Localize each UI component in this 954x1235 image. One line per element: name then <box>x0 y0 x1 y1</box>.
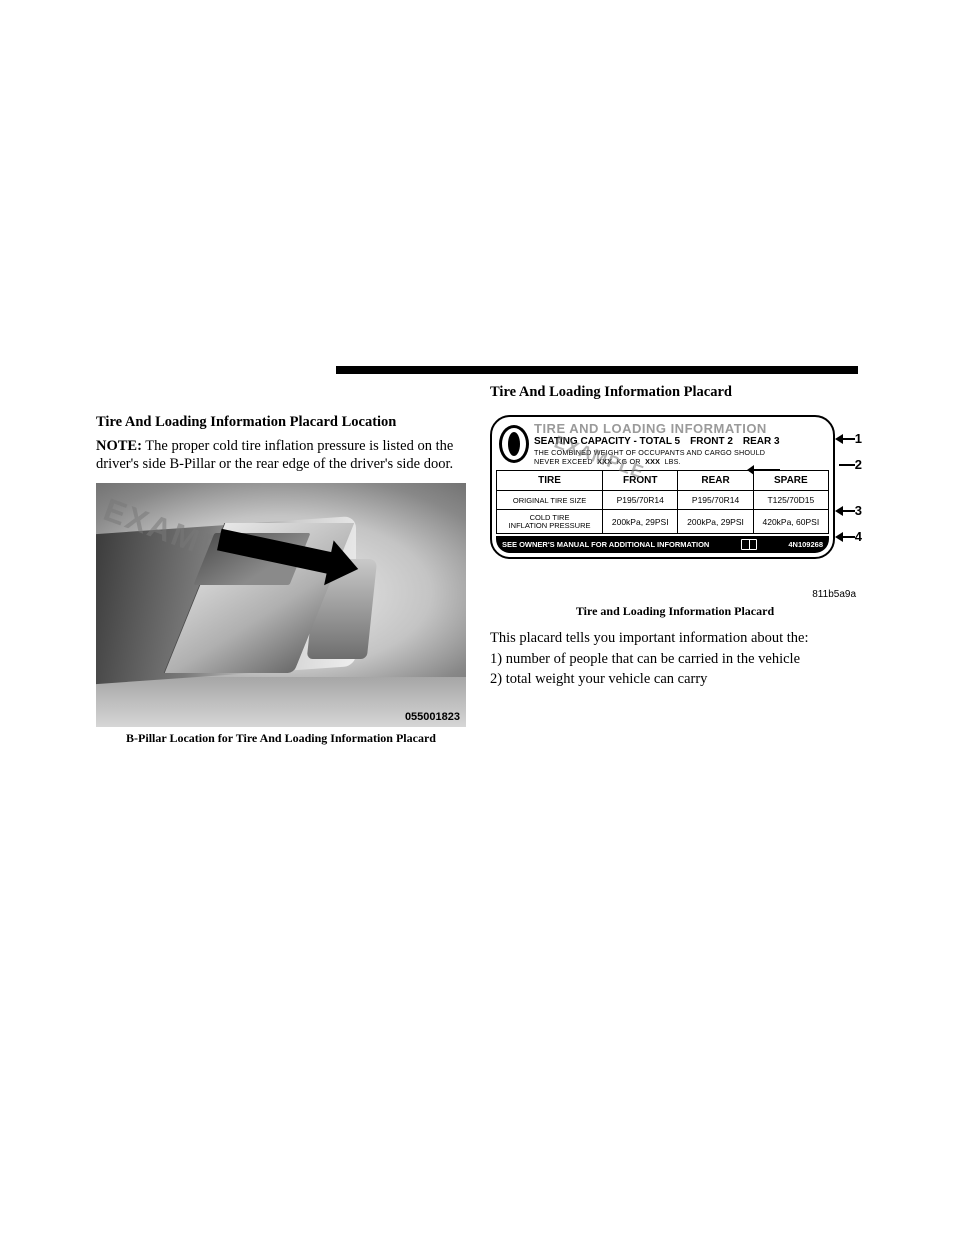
left-section-heading: Tire And Loading Information Placard Loc… <box>96 414 466 431</box>
table-row: COLD TIRE INFLATION PRESSURE 200kPa, 29P… <box>497 510 829 534</box>
combined-never: NEVER EXCEED <box>534 457 593 466</box>
placard-figure: EXAMPLE TIRE AND LOADING INFORMATION SEA… <box>490 407 860 587</box>
footer-manual-text: SEE OWNER'S MANUAL FOR ADDITIONAL INFORM… <box>502 540 709 549</box>
placard-outer: EXAMPLE TIRE AND LOADING INFORMATION SEA… <box>490 415 835 559</box>
book-icon <box>741 539 757 550</box>
cell-cold-label: COLD TIRE INFLATION PRESSURE <box>497 510 603 534</box>
cell-orig-label: ORIGINAL TIRE SIZE <box>497 491 603 510</box>
right-caption: Tire and Loading Information Placard <box>490 604 860 619</box>
leader-2: 2 <box>839 457 862 472</box>
cell-orig-rear: P195/70R14 <box>678 491 753 510</box>
placard-footer: SEE OWNER'S MANUAL FOR ADDITIONAL INFORM… <box>496 536 829 553</box>
info-para-1: 1) number of people that can be carried … <box>490 650 860 669</box>
header-divider <box>336 366 858 374</box>
left-column: Tire And Loading Information Placard Loc… <box>96 384 466 746</box>
leader-num-3: 3 <box>855 503 862 518</box>
seating-rear: REAR 3 <box>743 436 780 447</box>
leader-3: 3 <box>835 503 862 518</box>
placard-image-code: 811b5a9a <box>490 589 860 600</box>
two-column-content: Tire And Loading Information Placard Loc… <box>96 384 858 746</box>
seating-total: SEATING CAPACITY - TOTAL 5 <box>534 436 680 447</box>
placard-title: TIRE AND LOADING INFORMATION <box>534 421 829 436</box>
th-tire: TIRE <box>497 471 603 491</box>
combined-xxx-lbs: XXX <box>645 457 660 466</box>
note-paragraph: NOTE: The proper cold tire inflation pre… <box>96 437 466 473</box>
combined-lbs: LBS. <box>664 457 680 466</box>
combined-kg-or: KG OR <box>617 457 641 466</box>
bpillar-illustration: EXAMPLE 055001823 <box>96 483 466 727</box>
inner-arrow-2 <box>754 469 780 471</box>
right-column: Tire And Loading Information Placard EXA… <box>490 384 860 746</box>
placard-header-row: TIRE AND LOADING INFORMATION SEATING CAP… <box>496 421 829 466</box>
cell-cold-spare: 420kPa, 60PSI <box>753 510 828 534</box>
note-text: The proper cold tire inflation pressure … <box>96 438 453 472</box>
combined-weight-text: THE COMBINED WEIGHT OF OCCUPANTS AND CAR… <box>534 449 829 466</box>
table-header-row: TIRE FRONT REAR SPARE <box>497 471 829 491</box>
combined-line1: THE COMBINED WEIGHT OF OCCUPANTS AND CAR… <box>534 448 765 457</box>
seating-front: FRONT 2 <box>690 436 733 447</box>
cell-orig-spare: T125/70D15 <box>753 491 828 510</box>
placard-table: TIRE FRONT REAR SPARE ORIGINAL TIRE SIZE… <box>496 470 829 534</box>
info-para-2: 2) total weight your vehicle can carry <box>490 670 860 689</box>
illustration-code: 055001823 <box>405 711 460 723</box>
seating-capacity-row: SEATING CAPACITY - TOTAL 5 FRONT 2 REAR … <box>534 436 829 447</box>
th-spare: SPARE <box>753 471 828 491</box>
table-row: ORIGINAL TIRE SIZE P195/70R14 P195/70R14… <box>497 491 829 510</box>
combined-xxx-kg: XXX <box>597 457 612 466</box>
placard-header-text: TIRE AND LOADING INFORMATION SEATING CAP… <box>532 421 829 466</box>
leader-num-4: 4 <box>855 529 862 544</box>
th-front: FRONT <box>603 471 678 491</box>
cell-cold-rear: 200kPa, 29PSI <box>678 510 753 534</box>
leader-4: 4 <box>835 529 862 544</box>
cell-cold-front: 200kPa, 29PSI <box>603 510 678 534</box>
left-caption: B-Pillar Location for Tire And Loading I… <box>96 731 466 746</box>
right-section-heading: Tire And Loading Information Placard <box>490 384 860 401</box>
note-label: NOTE: <box>96 438 142 454</box>
cell-orig-front: P195/70R14 <box>603 491 678 510</box>
footer-partno: 4N109268 <box>788 540 823 549</box>
leader-num-1: 1 <box>855 431 862 446</box>
info-para-intro: This placard tells you important informa… <box>490 629 860 648</box>
th-rear: REAR <box>678 471 753 491</box>
warning-icon <box>496 421 532 466</box>
leader-num-2: 2 <box>855 457 862 472</box>
leader-1: 1 <box>835 431 862 446</box>
